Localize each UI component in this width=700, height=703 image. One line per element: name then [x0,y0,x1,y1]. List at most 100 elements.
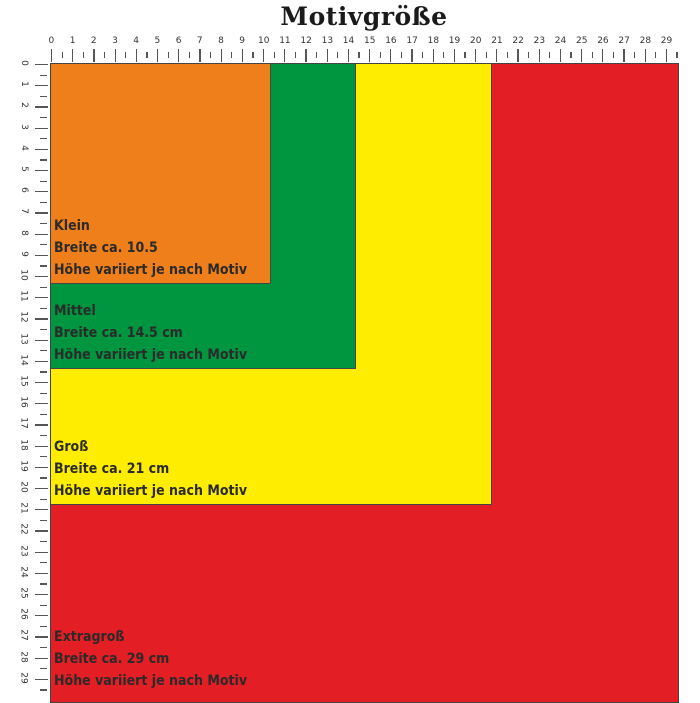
top-ruler-tick [146,52,148,58]
left-ruler-label: 26 [18,608,29,620]
top-ruler-label: 16 [385,36,397,46]
top-ruler-tick [358,52,360,58]
left-ruler-tick [35,318,48,320]
left-ruler-tick [40,456,47,458]
size-height: Höhe variiert je nach Motiv [54,673,248,689]
left-ruler-tick [40,498,47,500]
top-ruler-tick [422,52,424,58]
top-ruler-tick [655,52,657,58]
left-ruler-tick [35,509,48,511]
left-ruler-tick [40,138,47,140]
left-ruler-tick [35,488,48,490]
top-ruler-tick [241,49,244,62]
left-ruler-label: 24 [18,566,29,578]
top-ruler-tick [82,52,85,58]
left-ruler-tick [40,668,47,670]
size-label-gross: Groß Breite ca. 21 cm Höhe variiert je n… [54,436,247,502]
left-ruler-label: 29 [18,672,29,684]
top-ruler-tick [210,52,212,58]
size-width: Breite ca. 14.5 cm [54,325,183,342]
top-ruler-label: 25 [576,36,588,46]
left-ruler-tick [40,244,47,246]
size-width: Breite ca. 29 cm [54,651,170,667]
left-ruler-label: 11 [18,290,29,302]
size-name: Extragroß [54,629,125,645]
left-ruler-label: 15 [18,375,29,387]
top-ruler-tick [51,49,53,62]
size-name: Mittel [54,303,96,320]
left-ruler-label: 17 [18,417,29,430]
left-ruler-tick [40,519,47,522]
left-ruler-label: 8 [18,229,29,236]
left-ruler-tick [35,339,48,341]
left-ruler-tick [40,392,47,394]
top-ruler-tick [612,52,615,58]
size-height: Höhe variiert je nach Motiv [54,347,248,364]
top-ruler-tick [411,49,413,62]
size-width: Breite ca. 10.5 [54,240,158,257]
left-ruler-tick [40,117,47,119]
top-ruler-label: 21 [491,36,503,46]
top-ruler-label: 8 [218,36,224,46]
top-ruler-tick [581,49,583,62]
top-ruler-tick [125,52,127,58]
top-ruler-tick [231,52,233,58]
top-ruler-label: 23 [533,36,546,46]
top-ruler-tick [93,49,95,62]
left-ruler-tick [40,689,47,691]
left-ruler-label: 0 [18,60,29,66]
top-ruler-label: 15 [364,36,376,46]
left-ruler-label: 27 [18,629,29,642]
top-ruler-tick [443,52,445,58]
left-ruler-label: 9 [18,250,29,257]
size-height: Höhe variiert je nach Motiv [54,262,248,279]
left-ruler-tick [35,551,48,553]
top-ruler-label: 9 [239,36,246,46]
left-ruler-label: 18 [18,438,29,451]
size-label-extragross: Extragroß Breite ca. 29 cm Höhe variiert… [54,626,247,692]
top-ruler-label: 7 [196,36,203,46]
left-ruler-tick [40,265,47,267]
top-ruler-tick [644,49,646,62]
top-ruler-label: 28 [639,36,652,46]
top-ruler-tick [199,49,201,62]
size-name: Groß [54,438,89,455]
left-ruler-tick [40,435,47,437]
top-ruler-tick [464,52,466,58]
top-ruler-tick [379,52,381,58]
top-ruler-label: 19 [448,36,461,46]
top-ruler-tick [220,49,222,62]
left-ruler-tick [40,350,47,352]
left-ruler-label: 20 [18,481,29,493]
top-ruler-tick [676,52,678,58]
top-ruler-label: 11 [279,36,291,46]
size-label-klein: Klein Breite ca. 10.5 Höhe variiert je n… [54,215,247,281]
left-ruler-tick [35,572,48,575]
top-ruler-label: 14 [342,36,355,46]
left-ruler-label: 13 [18,332,29,345]
top-ruler-label: 0 [48,36,55,46]
top-ruler-label: 5 [154,36,161,46]
top-ruler-tick [453,49,456,62]
top-ruler-label: 29 [660,36,673,46]
top-ruler-tick [252,52,254,58]
size-label-mittel: Mittel Breite ca. 14.5 cm Höhe variiert … [54,300,247,366]
left-ruler-label: 4 [18,144,29,151]
left-ruler-tick [40,647,47,649]
top-ruler-tick [400,52,403,58]
left-ruler-tick [35,106,48,108]
left-ruler-tick [35,127,48,129]
top-ruler-tick [496,49,498,62]
top-ruler-tick [506,52,509,58]
top-ruler-tick [591,52,593,58]
left-ruler-tick [40,477,47,479]
top-ruler-tick [135,49,138,62]
left-ruler-label: 12 [18,311,29,324]
top-ruler-label: 3 [112,36,118,46]
top-ruler-tick [665,49,668,62]
left-ruler-label: 16 [18,396,29,408]
left-ruler-label: 14 [18,354,29,366]
top-ruler-tick [602,49,604,62]
left-ruler-tick [35,360,48,363]
left-ruler-label: 3 [18,123,29,130]
